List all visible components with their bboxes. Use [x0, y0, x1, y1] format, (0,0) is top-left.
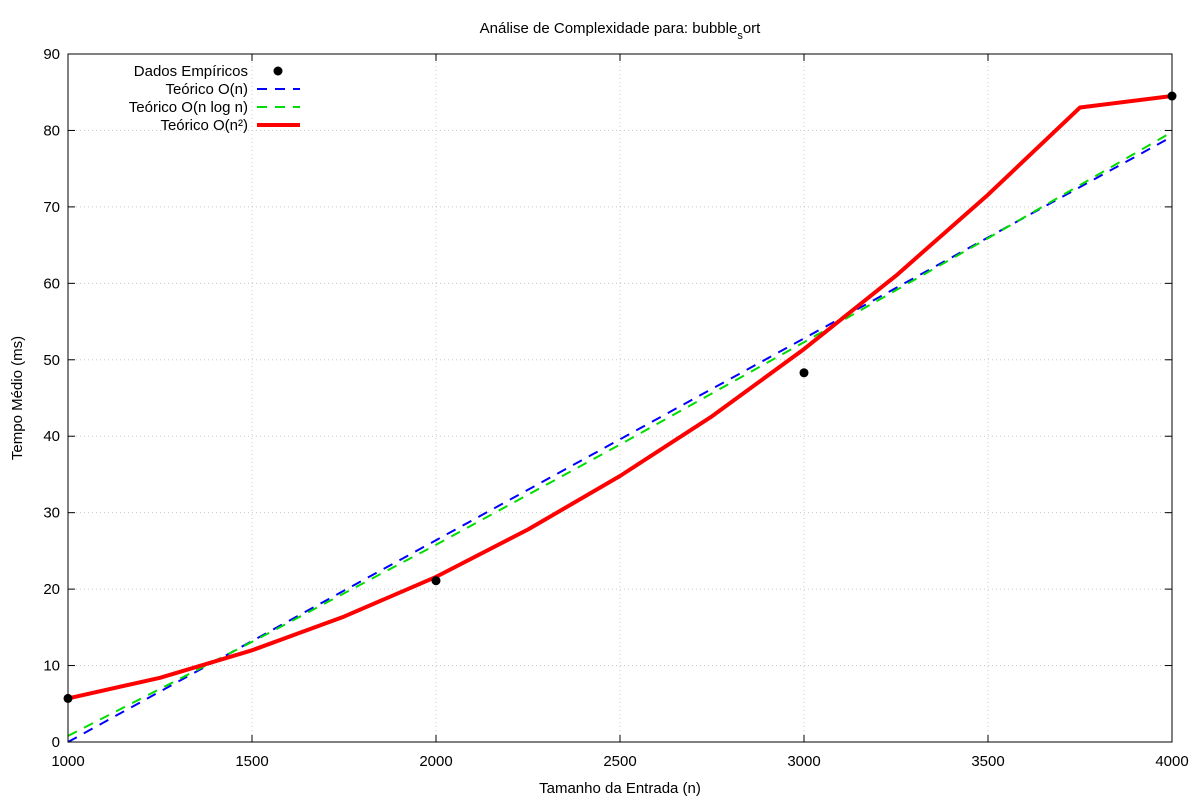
x-tick-label: 3000 — [787, 753, 820, 770]
nlogn-series-line — [67, 131, 1173, 737]
grid — [68, 54, 1172, 742]
legend-item-linear: Teórico O(n) — [165, 81, 300, 98]
y-tick-label: 10 — [43, 658, 60, 675]
y-tick-label: 40 — [43, 428, 60, 445]
x-tick-label: 4000 — [1155, 753, 1188, 770]
legend-item-quadratic: Teórico O(n²) — [160, 117, 300, 134]
legend-swatch-point — [273, 66, 283, 76]
chart-title-prefix: Análise de Complexidade para: bubble — [480, 20, 738, 37]
y-axis-title: Tempo Médio (ms) — [9, 336, 26, 460]
ticks — [67, 53, 1173, 743]
legend-label: Dados Empíricos — [134, 63, 248, 80]
y-tick-label: 60 — [43, 275, 60, 292]
x-tick-label: 2500 — [603, 753, 636, 770]
legend-item-empirical: Dados Empíricos — [134, 63, 283, 80]
chart-title-subscript: s — [737, 30, 743, 42]
y-tick-label: 50 — [43, 352, 60, 369]
y-tick-label: 20 — [43, 581, 60, 598]
x-tick-label: 3500 — [971, 753, 1004, 770]
legend-label: Teórico O(n) — [165, 81, 248, 98]
series — [63, 91, 1177, 743]
y-tick-label: 80 — [43, 122, 60, 139]
legend-label: Teórico O(n log n) — [129, 99, 248, 116]
chart-title: Análise de Complexidade para: bubblesort — [480, 20, 762, 42]
quadratic-series-line — [67, 94, 1173, 701]
y-tick-label: 70 — [43, 199, 60, 216]
y-tick-label: 0 — [52, 734, 60, 751]
x-tick-label: 1500 — [235, 753, 268, 770]
empirical-data-point — [799, 368, 809, 378]
x-tick-label: 2000 — [419, 753, 452, 770]
empirical-data-point — [431, 576, 441, 586]
y-tick-label: 90 — [43, 46, 60, 63]
x-tick-label: 1000 — [51, 753, 84, 770]
y-tick-label: 30 — [43, 505, 60, 522]
x-axis-title: Tamanho da Entrada (n) — [539, 780, 701, 797]
tick-labels: 1000 1500 2000 2500 3000 3500 4000 0 10 20 30 40 50 6… — [43, 46, 1188, 770]
legend-label: Teórico O(n²) — [160, 117, 248, 134]
legend-item-nlogn: Teórico O(n log n) — [129, 99, 300, 116]
chart-title-suffix: ort — [743, 20, 761, 37]
